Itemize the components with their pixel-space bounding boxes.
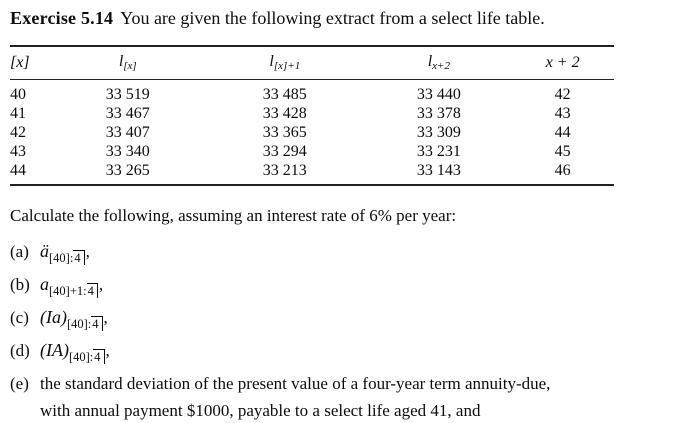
- annuity-due-symbol: ä[40]:4,: [40, 241, 90, 266]
- question-list: (a) ä[40]:4, (b) a[40]+1:4, (c) (Ia)[40]…: [10, 234, 700, 423]
- cell-age: 40: [10, 86, 26, 103]
- item-label: (a): [10, 242, 29, 261]
- table-header-row: [x] l[x] l[x]+1 lx+2 x + 2: [10, 46, 614, 80]
- item-e-line1: the standard deviation of the present va…: [40, 374, 551, 393]
- table-body: 40 33 519 33 485 33 440 42 41 33 467 33 …: [10, 80, 614, 186]
- exercise-title: Exercise 5.14 You are given the following…: [10, 7, 700, 29]
- cell-l-select-plus-1: 33 485: [262, 86, 307, 103]
- list-item-b: (b) a[40]+1:4,: [10, 267, 700, 300]
- exercise-number: Exercise 5.14: [10, 8, 114, 28]
- instruction-paragraph: Calculate the following, assuming an int…: [10, 206, 457, 225]
- cell-age: 42: [10, 124, 26, 141]
- item-e-line2: with annual payment $1000, payable to a …: [40, 401, 481, 420]
- cell-l-select: 33 519: [105, 86, 150, 103]
- table-row: 42 33 407 33 365 33 309 44: [10, 123, 614, 142]
- increasing-insurance-symbol: (IA)[40]:4,: [40, 340, 110, 365]
- cell-l-select-plus-1: 33 294: [262, 143, 307, 160]
- cell-age-plus-2: 43: [554, 105, 571, 122]
- cell-age-plus-2: 42: [554, 86, 571, 103]
- column-header-age-x-plus-2: x + 2: [511, 46, 614, 80]
- cell-l-select: 33 467: [105, 105, 150, 122]
- exercise-intro-text: You are given the following extract from…: [120, 8, 545, 28]
- cell-l-select-plus-1: 33 213: [262, 162, 307, 179]
- increasing-annuity-symbol: (Ia)[40]:4,: [40, 307, 108, 332]
- column-header-l-select-x: l[x]: [52, 46, 204, 80]
- angle-term: 4: [73, 250, 85, 266]
- table-row: 40 33 519 33 485 33 440 42: [10, 80, 614, 105]
- cell-l-ultimate: 33 440: [416, 86, 461, 103]
- table-row: 41 33 467 33 428 33 378 43: [10, 104, 614, 123]
- list-item-a: (a) ä[40]:4,: [10, 234, 700, 267]
- cell-l-ultimate: 33 143: [416, 162, 461, 179]
- item-label: (e): [10, 374, 29, 393]
- list-item-e: (e) the standard deviation of the presen…: [10, 370, 700, 423]
- angle-term: 4: [86, 283, 98, 299]
- table-header: [x] l[x] l[x]+1 lx+2 x + 2: [10, 46, 614, 80]
- table-row: 44 33 265 33 213 33 143 46: [10, 161, 614, 185]
- angle-term: 4: [93, 349, 105, 365]
- cell-l-select: 33 340: [105, 143, 150, 160]
- angle-term: 4: [91, 316, 103, 332]
- item-label: (d): [10, 341, 30, 360]
- cell-l-select: 33 407: [105, 124, 150, 141]
- item-e-text: the standard deviation of the present va…: [40, 370, 550, 423]
- cell-l-ultimate: 33 309: [416, 124, 461, 141]
- cell-age-plus-2: 44: [554, 124, 571, 141]
- item-label: (b): [10, 275, 30, 294]
- cell-l-select-plus-1: 33 428: [262, 105, 307, 122]
- column-header-l-x-plus-2: lx+2: [366, 46, 512, 80]
- list-item-c: (c) (Ia)[40]:4,: [10, 300, 700, 333]
- cell-age: 43: [10, 143, 26, 160]
- annuity-immediate-symbol: a[40]+1:4,: [40, 274, 104, 299]
- select-life-table: [x] l[x] l[x]+1 lx+2 x + 2 40 33 519 33 …: [10, 45, 614, 186]
- table-row: 43 33 340 33 294 33 231 45: [10, 142, 614, 161]
- cell-l-ultimate: 33 231: [416, 143, 461, 160]
- column-header-l-select-x-plus-1: l[x]+1: [203, 46, 367, 80]
- cell-age: 44: [10, 162, 26, 179]
- cell-age-plus-2: 46: [554, 162, 571, 179]
- list-item-d: (d) (IA)[40]:4,: [10, 333, 700, 366]
- cell-age: 41: [10, 105, 26, 122]
- item-label: (c): [10, 308, 29, 327]
- cell-l-ultimate: 33 378: [416, 105, 461, 122]
- cell-age-plus-2: 45: [554, 143, 571, 160]
- cell-l-select: 33 265: [105, 162, 150, 179]
- column-header-select-age: [x]: [10, 46, 53, 80]
- cell-l-select-plus-1: 33 365: [262, 124, 307, 141]
